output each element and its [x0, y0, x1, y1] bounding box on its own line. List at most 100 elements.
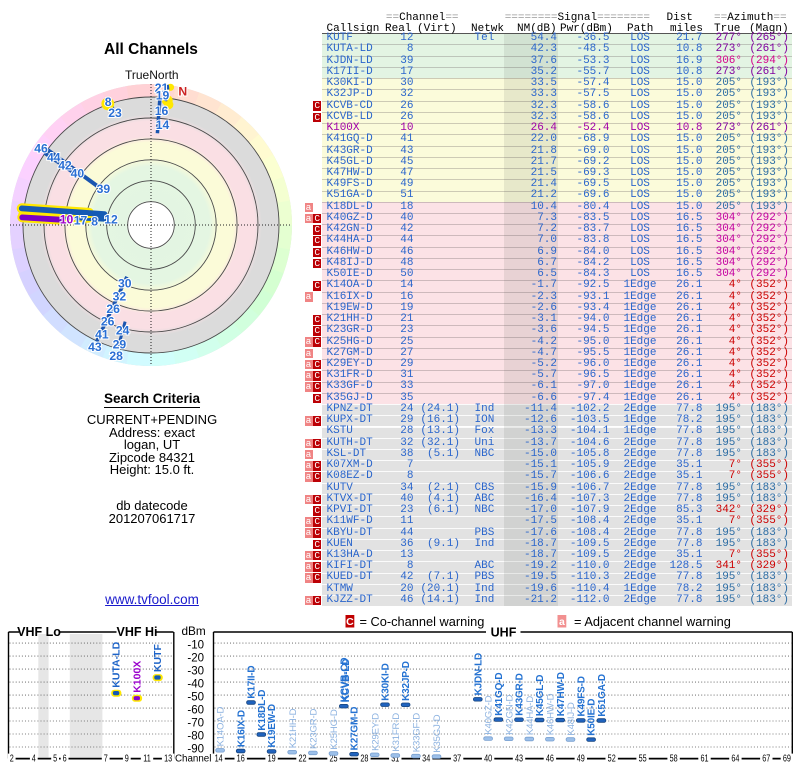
svg-text:KUTA-LD: KUTA-LD	[111, 641, 123, 687]
svg-text:-10: -10	[187, 640, 204, 652]
svg-text:16: 16	[155, 104, 169, 118]
svg-text:K19EW-D: K19EW-D	[267, 704, 278, 747]
svg-text:-70: -70	[187, 717, 204, 729]
svg-text:10: 10	[60, 213, 74, 227]
svg-text:-90: -90	[187, 743, 204, 755]
svg-text:40: 40	[71, 167, 85, 181]
svg-text:TrueNorth: TrueNorth	[125, 68, 179, 82]
svg-text:2: 2	[10, 752, 14, 763]
svg-text:K14OA-D: K14OA-D	[216, 706, 227, 746]
svg-text:VHF Lo: VHF Lo	[17, 625, 61, 639]
svg-text:K16IX-D: K16IX-D	[236, 710, 247, 747]
svg-text:14: 14	[156, 118, 170, 132]
svg-text:-40: -40	[187, 679, 204, 691]
svg-text:a: a	[559, 616, 565, 628]
svg-text:K51GA-D: K51GA-D	[597, 674, 608, 717]
svg-text:= Adjacent channel warning: = Adjacent channel warning	[574, 614, 731, 629]
svg-text:K18DL-D: K18DL-D	[257, 690, 268, 731]
svg-text:KCVB-LD: KCVB-LD	[341, 659, 352, 703]
svg-text:24: 24	[116, 324, 130, 338]
svg-text:K40GZ-D: K40GZ-D	[484, 695, 495, 734]
svg-text:K43GR-D: K43GR-D	[515, 673, 526, 716]
svg-text:K48IJ-D: K48IJ-D	[566, 702, 577, 736]
svg-text:K25HG-D: K25HG-D	[329, 709, 340, 749]
svg-text:30: 30	[118, 277, 132, 291]
svg-text:55: 55	[639, 752, 647, 763]
svg-text:40: 40	[484, 752, 492, 763]
svg-text:K31FR-D: K31FR-D	[391, 713, 402, 752]
svg-text:K41GQ-D: K41GQ-D	[494, 673, 505, 716]
svg-text:K27GM-D: K27GM-D	[350, 707, 361, 751]
svg-text:49: 49	[577, 752, 585, 763]
svg-text:52: 52	[608, 752, 616, 763]
svg-text:5: 5	[53, 752, 57, 763]
svg-text:K100X: K100X	[131, 661, 143, 693]
svg-text:= Co-channel warning: = Co-channel warning	[360, 614, 485, 629]
svg-text:69: 69	[783, 752, 791, 763]
svg-text:39: 39	[97, 182, 111, 196]
svg-text:Channel: Channel	[175, 753, 212, 764]
svg-text:9: 9	[125, 752, 129, 763]
svg-text:-80: -80	[187, 730, 204, 742]
svg-text:K35GJ-D: K35GJ-D	[432, 714, 443, 752]
svg-text:VHF Hi: VHF Hi	[117, 625, 158, 639]
svg-text:K33GF-D: K33GF-D	[412, 713, 423, 752]
svg-text:K29EY-D: K29EY-D	[370, 713, 381, 751]
svg-text:K47HW-D: K47HW-D	[556, 672, 567, 716]
svg-text:K50IE-D: K50IE-D	[587, 699, 598, 736]
svg-text:43: 43	[88, 340, 102, 354]
svg-text:28: 28	[109, 349, 123, 363]
svg-text:44: 44	[47, 150, 61, 164]
svg-text:-20: -20	[187, 653, 204, 665]
svg-text:K17II-D: K17II-D	[247, 666, 258, 699]
svg-text:28: 28	[360, 752, 368, 763]
svg-text:37: 37	[453, 752, 461, 763]
svg-text:K32JP-D: K32JP-D	[401, 661, 412, 701]
svg-text:K42GN-D: K42GN-D	[504, 694, 515, 734]
svg-text:26: 26	[101, 315, 115, 329]
svg-text:K45GL-D: K45GL-D	[535, 675, 546, 716]
svg-text:KJDN-LD: KJDN-LD	[473, 653, 484, 696]
svg-text:K49FS-D: K49FS-D	[576, 676, 587, 716]
svg-text:43: 43	[515, 752, 523, 763]
svg-text:14: 14	[215, 752, 223, 763]
svg-text:17: 17	[74, 213, 88, 227]
svg-text:23: 23	[108, 106, 122, 120]
svg-text:19: 19	[268, 752, 276, 763]
svg-text:61: 61	[700, 752, 708, 763]
svg-text:29: 29	[113, 338, 127, 352]
svg-text:13: 13	[164, 752, 172, 763]
svg-text:42: 42	[58, 159, 72, 173]
svg-text:19: 19	[156, 88, 170, 102]
svg-text:UHF: UHF	[491, 625, 517, 639]
svg-text:67: 67	[762, 752, 770, 763]
svg-text:K46HW-D: K46HW-D	[546, 693, 557, 735]
svg-text:22: 22	[298, 752, 306, 763]
svg-text:16: 16	[237, 752, 245, 763]
svg-text:-60: -60	[187, 705, 204, 717]
svg-text:dBm: dBm	[181, 624, 205, 638]
svg-text:34: 34	[422, 752, 430, 763]
svg-text:26: 26	[106, 302, 120, 316]
svg-text:-30: -30	[187, 666, 204, 678]
svg-text:K23GR-D: K23GR-D	[309, 709, 320, 749]
svg-text:25: 25	[329, 752, 337, 763]
svg-text:32: 32	[113, 289, 127, 303]
svg-text:6: 6	[63, 752, 67, 763]
svg-text:4: 4	[32, 752, 36, 763]
svg-text:8: 8	[91, 215, 98, 229]
svg-text:7: 7	[104, 752, 108, 763]
svg-text:11: 11	[143, 752, 151, 763]
svg-text:41: 41	[95, 328, 109, 342]
svg-text:KCVB-CD: KCVB-CD	[339, 658, 350, 703]
svg-text:K21HH-D: K21HH-D	[288, 708, 299, 748]
svg-text:46: 46	[546, 752, 554, 763]
svg-text:64: 64	[731, 752, 739, 763]
svg-text:KUTF: KUTF	[152, 644, 164, 673]
svg-text:21: 21	[155, 81, 169, 95]
svg-text:46: 46	[34, 142, 48, 156]
svg-text:8: 8	[105, 95, 112, 109]
svg-text:N: N	[178, 85, 187, 99]
svg-text:58: 58	[670, 752, 678, 763]
svg-text:31: 31	[391, 752, 399, 763]
